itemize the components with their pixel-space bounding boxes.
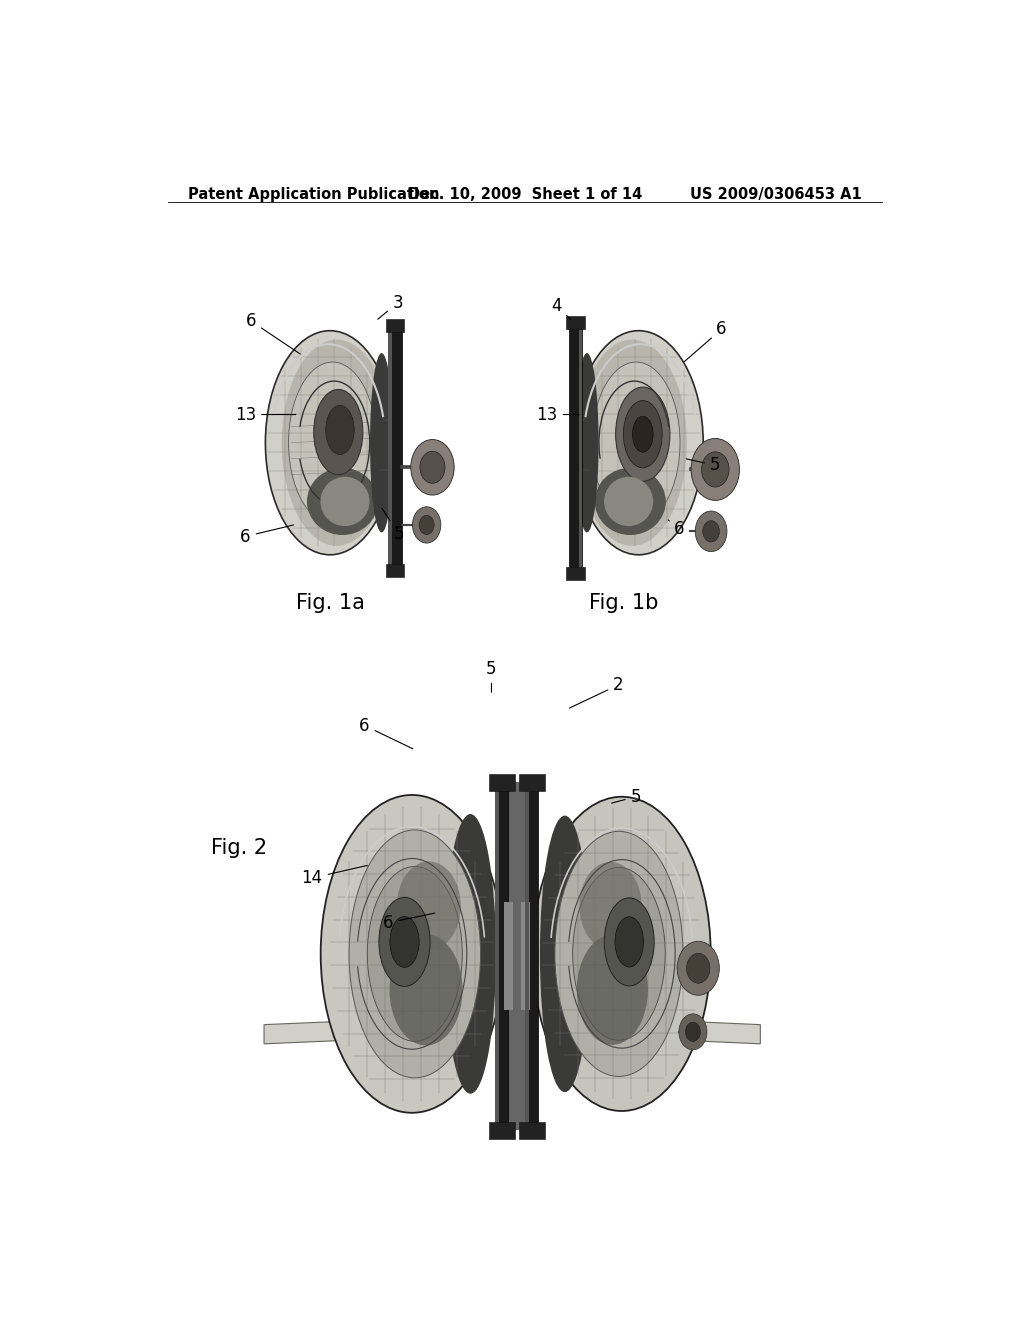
Bar: [386, 319, 404, 331]
Bar: [579, 322, 582, 573]
Ellipse shape: [572, 867, 666, 1040]
Text: 5: 5: [486, 660, 497, 692]
Ellipse shape: [685, 1022, 700, 1041]
Bar: [388, 325, 391, 570]
Ellipse shape: [265, 331, 394, 554]
Ellipse shape: [702, 520, 720, 543]
Ellipse shape: [686, 953, 710, 983]
Ellipse shape: [313, 389, 362, 475]
Ellipse shape: [575, 352, 599, 532]
Ellipse shape: [679, 1014, 707, 1049]
Ellipse shape: [701, 451, 729, 487]
Ellipse shape: [604, 477, 653, 527]
Ellipse shape: [633, 416, 653, 453]
Text: Patent Application Publication: Patent Application Publication: [187, 187, 439, 202]
Ellipse shape: [390, 916, 419, 968]
Text: 2: 2: [569, 676, 624, 708]
Bar: [566, 568, 585, 579]
Bar: [488, 1122, 515, 1139]
Bar: [504, 903, 513, 1010]
Bar: [525, 783, 529, 1130]
Text: 6: 6: [241, 525, 294, 545]
Text: 6: 6: [669, 520, 685, 539]
Ellipse shape: [691, 438, 739, 500]
Ellipse shape: [307, 467, 378, 535]
Text: 6: 6: [246, 312, 300, 354]
Ellipse shape: [389, 935, 463, 1045]
Bar: [566, 317, 585, 329]
Bar: [568, 322, 582, 573]
Text: Fig. 1b: Fig. 1b: [590, 593, 658, 612]
Text: Fig. 1a: Fig. 1a: [296, 593, 365, 612]
Bar: [519, 1122, 545, 1139]
Ellipse shape: [321, 795, 503, 1113]
Ellipse shape: [577, 935, 648, 1045]
Text: 5: 5: [611, 788, 641, 805]
Ellipse shape: [326, 405, 354, 454]
Ellipse shape: [595, 467, 666, 535]
Ellipse shape: [580, 862, 642, 950]
Ellipse shape: [420, 451, 445, 483]
Bar: [509, 783, 525, 1130]
Ellipse shape: [677, 941, 719, 995]
Polygon shape: [545, 1015, 761, 1044]
Text: US 2009/0306453 A1: US 2009/0306453 A1: [690, 187, 862, 202]
Bar: [525, 783, 539, 1130]
Polygon shape: [264, 1015, 488, 1044]
Text: Dec. 10, 2009  Sheet 1 of 14: Dec. 10, 2009 Sheet 1 of 14: [408, 187, 642, 202]
Text: 5: 5: [686, 457, 721, 474]
Bar: [488, 774, 515, 791]
Ellipse shape: [370, 352, 393, 532]
Text: 4: 4: [551, 297, 570, 319]
Ellipse shape: [574, 331, 703, 554]
Ellipse shape: [615, 917, 643, 968]
Text: 13: 13: [234, 405, 296, 424]
Bar: [496, 783, 509, 1130]
Ellipse shape: [555, 832, 683, 1076]
Ellipse shape: [578, 339, 687, 546]
Ellipse shape: [540, 816, 590, 1092]
Bar: [386, 565, 404, 577]
Ellipse shape: [411, 440, 454, 495]
Ellipse shape: [624, 400, 663, 467]
Ellipse shape: [321, 477, 370, 527]
Text: 6: 6: [684, 321, 727, 362]
Bar: [496, 783, 500, 1130]
Bar: [520, 903, 530, 1010]
Ellipse shape: [604, 898, 654, 986]
Text: Fig. 2: Fig. 2: [211, 837, 267, 858]
Ellipse shape: [282, 339, 391, 546]
Ellipse shape: [289, 362, 377, 524]
Bar: [388, 325, 401, 570]
Ellipse shape: [419, 515, 434, 535]
Ellipse shape: [615, 387, 670, 482]
Ellipse shape: [444, 814, 496, 1094]
Ellipse shape: [413, 507, 440, 543]
Text: 6: 6: [359, 717, 413, 748]
Text: 5: 5: [382, 508, 404, 544]
Ellipse shape: [532, 797, 711, 1111]
Ellipse shape: [349, 830, 480, 1078]
Text: 13: 13: [537, 405, 580, 424]
Text: 3: 3: [378, 294, 403, 319]
Ellipse shape: [592, 362, 680, 524]
Ellipse shape: [379, 898, 430, 986]
Ellipse shape: [368, 866, 462, 1041]
Ellipse shape: [397, 862, 461, 950]
Text: 6: 6: [383, 913, 435, 932]
Text: 14: 14: [301, 866, 368, 887]
Ellipse shape: [695, 511, 727, 552]
Bar: [519, 774, 545, 791]
